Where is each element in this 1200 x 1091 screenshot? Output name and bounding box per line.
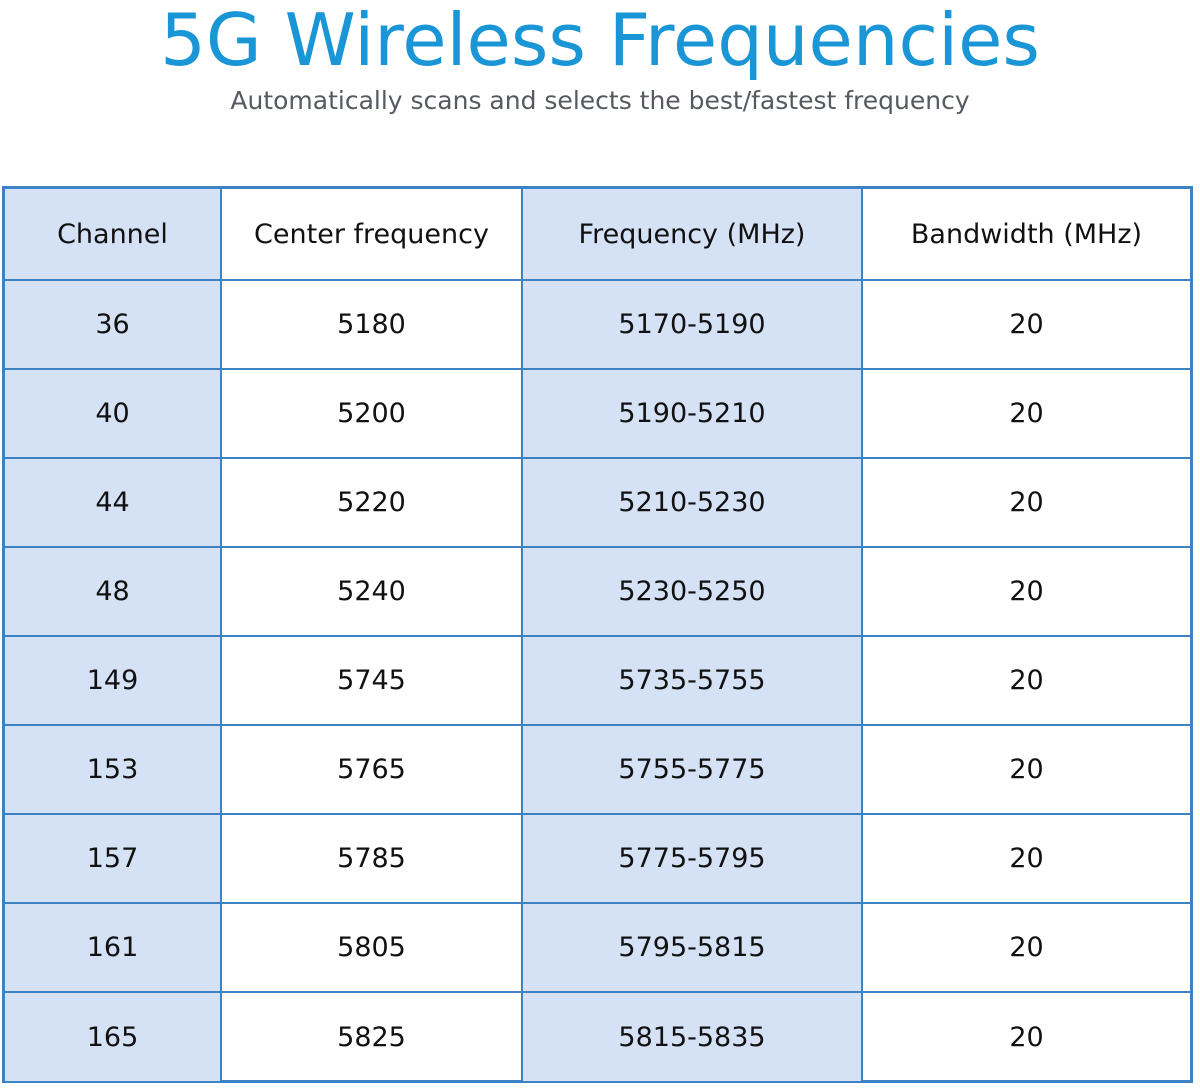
cell-channel: 157 — [5, 813, 222, 904]
cell-channel: 165 — [5, 991, 222, 1081]
cell-bandwidth: 20 — [861, 991, 1190, 1081]
table-row: 149 5745 5735-5755 20 — [5, 635, 1190, 726]
frequency-table-container: Channel Center frequency Frequency (MHz)… — [2, 186, 1193, 1083]
cell-frequency-range: 5170-5190 — [521, 279, 863, 370]
cell-frequency-range: 5815-5835 — [521, 991, 863, 1081]
cell-center-frequency: 5825 — [220, 991, 523, 1081]
table-row: 153 5765 5755-5775 20 — [5, 724, 1190, 815]
cell-center-frequency: 5220 — [220, 457, 523, 548]
cell-center-frequency: 5785 — [220, 813, 523, 904]
cell-bandwidth: 20 — [861, 635, 1190, 726]
table-row: 48 5240 5230-5250 20 — [5, 546, 1190, 637]
header-frequency-range: Frequency (MHz) — [521, 189, 863, 281]
cell-frequency-range: 5755-5775 — [521, 724, 863, 815]
cell-frequency-range: 5230-5250 — [521, 546, 863, 637]
cell-frequency-range: 5210-5230 — [521, 457, 863, 548]
cell-center-frequency: 5200 — [220, 368, 523, 459]
page-subtitle: Automatically scans and selects the best… — [230, 86, 970, 115]
cell-bandwidth: 20 — [861, 457, 1190, 548]
cell-center-frequency: 5805 — [220, 902, 523, 993]
cell-frequency-range: 5190-5210 — [521, 368, 863, 459]
cell-channel: 153 — [5, 724, 222, 815]
table-row: 44 5220 5210-5230 20 — [5, 457, 1190, 548]
table-body: 36 5180 5170-5190 20 40 5200 5190-5210 2… — [5, 279, 1190, 1081]
table-header-row: Channel Center frequency Frequency (MHz)… — [5, 189, 1190, 281]
cell-bandwidth: 20 — [861, 279, 1190, 370]
cell-channel: 40 — [5, 368, 222, 459]
header-center-frequency: Center frequency — [220, 189, 523, 281]
cell-channel: 149 — [5, 635, 222, 726]
header-bandwidth: Bandwidth (MHz) — [861, 189, 1190, 281]
cell-bandwidth: 20 — [861, 546, 1190, 637]
cell-frequency-range: 5735-5755 — [521, 635, 863, 726]
cell-frequency-range: 5775-5795 — [521, 813, 863, 904]
cell-bandwidth: 20 — [861, 902, 1190, 993]
table-row: 157 5785 5775-5795 20 — [5, 813, 1190, 904]
cell-channel: 161 — [5, 902, 222, 993]
header-channel: Channel — [5, 189, 222, 281]
cell-bandwidth: 20 — [861, 813, 1190, 904]
table-row: 40 5200 5190-5210 20 — [5, 368, 1190, 459]
page-title: 5G Wireless Frequencies — [160, 0, 1040, 82]
cell-channel: 36 — [5, 279, 222, 370]
cell-bandwidth: 20 — [861, 368, 1190, 459]
cell-channel: 44 — [5, 457, 222, 548]
frequency-table: Channel Center frequency Frequency (MHz)… — [5, 189, 1190, 1081]
cell-center-frequency: 5765 — [220, 724, 523, 815]
cell-center-frequency: 5240 — [220, 546, 523, 637]
table-row: 36 5180 5170-5190 20 — [5, 279, 1190, 370]
cell-frequency-range: 5795-5815 — [521, 902, 863, 993]
table-row: 165 5825 5815-5835 20 — [5, 991, 1190, 1081]
cell-channel: 48 — [5, 546, 222, 637]
cell-center-frequency: 5180 — [220, 279, 523, 370]
table-row: 161 5805 5795-5815 20 — [5, 902, 1190, 993]
cell-bandwidth: 20 — [861, 724, 1190, 815]
cell-center-frequency: 5745 — [220, 635, 523, 726]
